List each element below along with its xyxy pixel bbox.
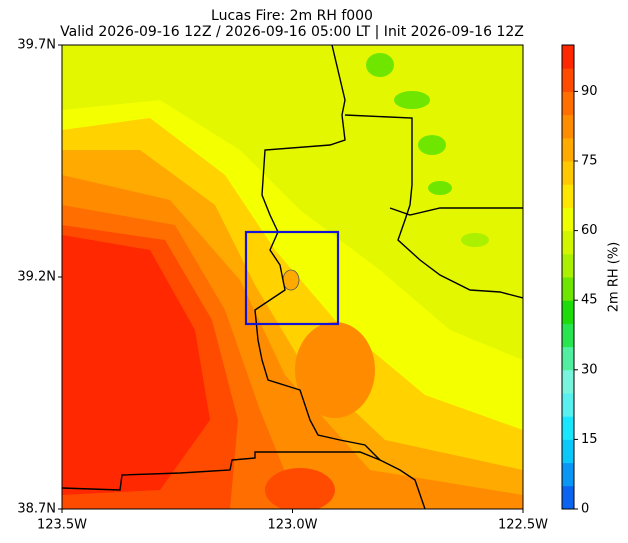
y-tick-label: 39.2N xyxy=(17,270,56,285)
colorbar-band xyxy=(562,462,574,487)
colorbar-band xyxy=(562,45,574,69)
colorbar-band xyxy=(562,68,574,92)
colorbar-label: 2m RH (%) xyxy=(607,242,622,313)
rh-field xyxy=(62,45,523,509)
colorbar-band xyxy=(562,439,574,464)
colorbar-band xyxy=(562,230,574,255)
colorbar-band xyxy=(562,91,574,116)
colorbar-band xyxy=(562,277,574,301)
colorbar-band xyxy=(562,369,574,394)
colorbar-band xyxy=(562,253,574,278)
x-tick-label: 123.0W xyxy=(267,518,317,533)
y-tick-label: 38.7N xyxy=(17,502,56,517)
colorbar-band xyxy=(562,137,574,162)
x-tick-label: 123.5W xyxy=(37,518,87,533)
colorbar-band xyxy=(562,300,574,324)
colorbar-band xyxy=(562,323,574,348)
y-tick-label: 39.7N xyxy=(17,38,56,53)
colorbar-tick-label: 0 xyxy=(581,502,589,517)
colorbar-frame xyxy=(561,44,575,510)
colorbar-band xyxy=(562,184,574,208)
colorbar-tick-label: 45 xyxy=(581,293,598,308)
colorbar-band xyxy=(562,114,574,139)
colorbar-tick-label: 75 xyxy=(581,154,598,169)
colorbar-tick-label: 30 xyxy=(581,362,598,377)
colorbar-band xyxy=(562,346,574,371)
colorbar-tick-label: 15 xyxy=(581,432,598,447)
colorbar-band xyxy=(562,416,574,440)
colorbar-band xyxy=(562,393,574,417)
x-tick-label: 122.5W xyxy=(498,518,548,533)
colorbar-tick-label: 60 xyxy=(581,223,598,238)
colorbar-band xyxy=(562,485,574,510)
colorbar-tick-label: 90 xyxy=(581,84,598,99)
colorbar-band xyxy=(562,207,574,232)
chart-subtitle: Valid 2026-09-16 12Z / 2026-09-16 05:00 … xyxy=(60,24,524,40)
colorbar-band xyxy=(562,161,574,185)
chart-title: Lucas Fire: 2m RH f000 xyxy=(211,8,373,24)
